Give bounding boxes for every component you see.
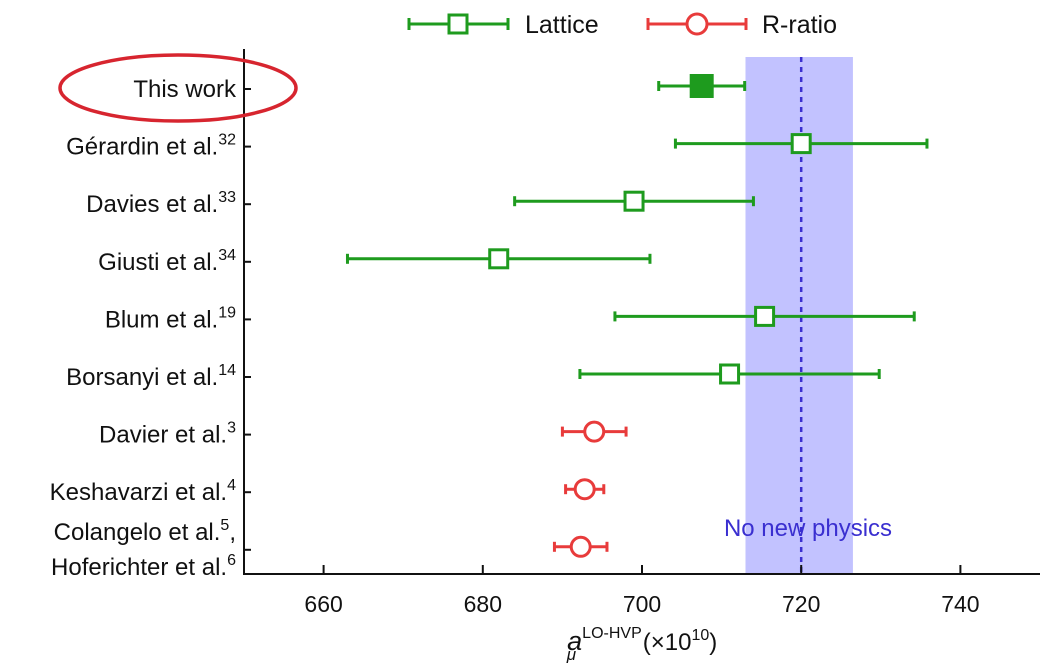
row-label: Davies et al.33 — [86, 189, 236, 218]
legend-label: Lattice — [525, 11, 599, 39]
row-label-ref: 3 — [227, 420, 236, 437]
x-tick-label: 660 — [304, 591, 342, 617]
legend-entry-r-ratio: R-ratio — [646, 11, 837, 39]
x-axis-label-unit-close: ) — [709, 629, 717, 656]
legend-marker — [447, 13, 469, 35]
row-label: Davier et al.3 — [99, 420, 236, 449]
row-label-text: Colangelo et al. — [54, 519, 221, 546]
data-point — [583, 420, 606, 443]
x-axis-label-subscript: μ — [566, 645, 577, 664]
row-label-comma: , — [229, 519, 236, 546]
x-axis-label-unit: (×10 — [636, 629, 691, 656]
x-tick-label: 700 — [623, 591, 661, 617]
data-point — [754, 305, 776, 327]
row-label: Keshavarzi et al.4 — [50, 477, 236, 506]
row-label: Giusti et al.34 — [98, 247, 236, 276]
row-label-ref: 19 — [218, 304, 236, 321]
row-label-text: This work — [133, 76, 237, 103]
row-label: Borsanyi et al.14 — [66, 362, 236, 391]
x-axis-label-superscript: LO-HVP — [582, 625, 642, 642]
row-label-text: Gérardin et al. — [66, 134, 218, 161]
legend-marker — [685, 12, 709, 36]
row-label-text: Hoferichter et al. — [51, 554, 227, 581]
row-label-ref: 32 — [218, 132, 236, 149]
data-point — [689, 74, 714, 98]
row-label-text: Giusti et al. — [98, 249, 218, 276]
row-label-text: Davier et al. — [99, 422, 227, 449]
row-label-ref: 33 — [218, 189, 236, 206]
legend-entry-lattice: Lattice — [407, 11, 599, 39]
x-tick-label: 720 — [782, 591, 820, 617]
row-label: Gérardin et al.32 — [66, 132, 236, 161]
row-label-text: Davies et al. — [86, 191, 218, 218]
legend-label: R-ratio — [762, 11, 837, 39]
row-label-ref: 34 — [218, 247, 236, 264]
highlight-ellipse — [58, 53, 298, 123]
row-label: This work — [133, 76, 237, 103]
data-point — [488, 248, 510, 270]
x-tick-label: 680 — [464, 591, 502, 617]
data-point — [573, 478, 596, 501]
reference-annotation: No new physics — [724, 515, 892, 542]
row-label-line2: Hoferichter et al.6 — [51, 552, 236, 581]
x-axis-label-exponent: 10 — [691, 627, 709, 644]
x-axis-label: aLO-HVP μ (×1010) — [566, 625, 718, 664]
data-point — [719, 363, 741, 385]
data-point — [623, 190, 645, 212]
row-label-ref: 14 — [218, 362, 236, 379]
row-label-ref: 5 — [220, 517, 229, 534]
data-point — [790, 133, 812, 155]
row-label-text: Blum et al. — [105, 306, 218, 333]
x-tick-label: 740 — [941, 591, 979, 617]
row-label-text: Keshavarzi et al. — [50, 479, 227, 506]
row-label-ref: 6 — [227, 552, 236, 569]
data-point — [569, 535, 592, 558]
row-label: Colangelo et al.5, — [54, 517, 236, 546]
row-label: Blum et al.19 — [105, 304, 236, 333]
row-label-text: Borsanyi et al. — [66, 364, 218, 391]
row-label-ref: 4 — [227, 477, 236, 494]
x-axis-label-symbol: a — [567, 626, 582, 656]
